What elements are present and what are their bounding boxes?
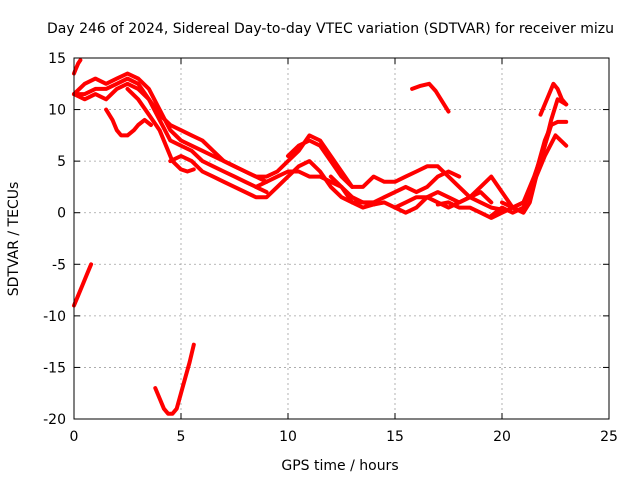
series-line-s4 (72, 81, 269, 195)
series-line-s3 (72, 76, 355, 189)
x-tick-label: 5 (177, 429, 186, 445)
chart-title: Day 246 of 2024, Sidereal Day-to-day VTE… (47, 21, 614, 37)
x-tick-label: 15 (386, 429, 404, 445)
series-line-s5 (104, 107, 153, 138)
x-tick-label: 0 (70, 429, 79, 445)
series-line-s1 (72, 58, 83, 76)
series-line-s14 (500, 97, 569, 215)
series-line-s18 (153, 342, 196, 416)
y-tick-label: -10 (43, 309, 66, 325)
y-tick-label: -20 (43, 412, 66, 428)
y-tick-label: 15 (48, 51, 66, 67)
y-tick-label: 5 (57, 154, 66, 170)
x-tick-label: 25 (600, 429, 618, 445)
series-line-s9 (286, 138, 504, 212)
y-axis-label: SDTVAR / TECUs (6, 182, 22, 297)
y-tick-label: 10 (48, 103, 66, 119)
x-tick-label: 20 (493, 429, 511, 445)
data-series (72, 58, 569, 416)
x-tick-labels: 0 5 10 15 20 25 (70, 429, 618, 445)
y-tick-labels: -20 -15 -10 -5 0 5 10 15 (43, 51, 66, 428)
axis-ticks (73, 57, 610, 420)
x-axis-label: GPS time / hours (281, 458, 398, 474)
series-line-s7 (168, 154, 376, 207)
x-tick-label: 10 (279, 429, 297, 445)
series-line-s15 (538, 81, 569, 117)
y-tick-label: -15 (43, 360, 66, 376)
series-line-s16 (410, 81, 451, 114)
y-tick-label: -5 (52, 257, 66, 273)
plot-frame (73, 57, 610, 420)
y-tick-label: 0 (57, 206, 66, 222)
series-line-s12 (435, 133, 569, 220)
series-line-s17 (72, 262, 94, 308)
series-line-s6 (125, 86, 196, 174)
series-line-s8 (253, 169, 462, 205)
